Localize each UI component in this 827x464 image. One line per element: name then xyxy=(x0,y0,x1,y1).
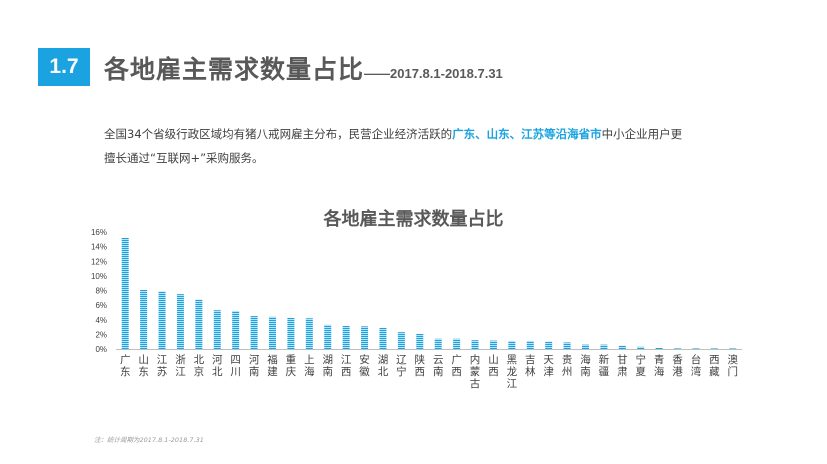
bar xyxy=(324,324,332,349)
section-number: 1.7 xyxy=(49,55,79,78)
x-tick-label: 四川 xyxy=(230,354,241,378)
bar xyxy=(692,348,700,349)
bar xyxy=(582,344,589,349)
bar xyxy=(637,346,645,349)
bar xyxy=(729,348,737,349)
chart-title: 各地雇主需求数量占比 xyxy=(323,209,504,230)
x-tick-label: 辽宁 xyxy=(396,354,407,378)
bar xyxy=(618,345,626,349)
x-tick-label: 河北 xyxy=(212,354,223,378)
x-tick-label: 湖南 xyxy=(322,354,333,378)
x-tick-label: 黑龙江 xyxy=(507,354,518,390)
bar xyxy=(121,237,129,349)
bar xyxy=(305,318,313,349)
x-tick-label: 山东 xyxy=(138,354,149,378)
x-tick-label: 澳门 xyxy=(728,353,739,378)
x-tick-label: 浙江 xyxy=(175,354,186,378)
x-tick-label: 广西 xyxy=(451,354,462,378)
bar xyxy=(563,342,571,349)
x-tick-label: 山西 xyxy=(488,354,499,378)
x-tick-label: 河南 xyxy=(249,354,260,378)
bar xyxy=(250,316,258,349)
bar xyxy=(508,340,516,349)
x-tick-label: 台湾 xyxy=(691,353,702,378)
y-tick-label: 12% xyxy=(91,257,107,266)
bar xyxy=(545,341,553,349)
description-highlight: 广东、山东、江苏等沿海省市 xyxy=(452,127,602,141)
x-tick-label: 甘肃 xyxy=(617,353,628,378)
y-tick-label: 0% xyxy=(95,345,107,354)
x-tick-label: 西藏 xyxy=(709,354,720,378)
bar xyxy=(471,340,479,349)
x-tick-label: 内蒙古 xyxy=(470,353,481,390)
x-tick-label: 江西 xyxy=(341,354,352,378)
bar xyxy=(361,326,369,349)
page-title: 各地雇主需求数量占比 xyxy=(104,55,365,84)
x-tick-label: 香港 xyxy=(672,354,683,378)
x-tick-label: 海南 xyxy=(580,353,591,378)
bar xyxy=(674,348,682,349)
y-tick-label: 14% xyxy=(91,243,107,252)
page-subtitle: ——2017.8.1-2018.7.31 xyxy=(364,66,503,81)
x-tick-labels: 广东山东江苏浙江北京河北四川河南福建重庆上海湖南江西安徽湖北辽宁陕西云南广西内蒙… xyxy=(120,353,739,390)
x-tick-label: 江苏 xyxy=(157,354,168,378)
bar xyxy=(342,325,350,349)
x-tick-label: 广东 xyxy=(120,354,131,378)
x-tick-label: 北京 xyxy=(194,354,205,378)
bar xyxy=(140,289,148,349)
bar xyxy=(710,348,718,349)
source-note: 注：统计周期为2017.8.1-2018.7.31 xyxy=(94,436,204,444)
y-tick-label: 4% xyxy=(95,316,107,325)
y-axis: 0% 2% 4% 6% 8% 10% 12% 14% 16% xyxy=(91,228,107,354)
bar xyxy=(397,332,405,349)
x-tick-label: 安徽 xyxy=(359,353,370,378)
bar xyxy=(434,338,442,349)
x-tick-label: 上海 xyxy=(304,354,315,378)
bar xyxy=(232,310,240,349)
page-title-group: 各地雇主需求数量占比——2017.8.1-2018.7.31 xyxy=(104,50,503,86)
bar xyxy=(158,291,166,349)
x-tick-label: 青海 xyxy=(654,353,665,378)
x-tick-label: 贵州 xyxy=(562,353,573,378)
y-tick-label: 8% xyxy=(95,287,107,296)
description-text-after: 中小企业用户更擅长通过“互联网+”采购服务。 xyxy=(104,127,683,165)
x-tick-label: 云南 xyxy=(433,354,444,378)
x-tick-label: 湖北 xyxy=(378,354,389,378)
bar xyxy=(213,310,221,349)
x-tick-label: 重庆 xyxy=(286,353,297,378)
y-tick-label: 16% xyxy=(91,228,107,237)
bar xyxy=(526,340,534,349)
x-tick-label: 宁夏 xyxy=(635,353,646,378)
bar xyxy=(489,340,497,349)
bar xyxy=(195,299,203,349)
bar xyxy=(453,338,461,349)
section-number-badge: 1.7 xyxy=(38,48,90,86)
y-tick-label: 2% xyxy=(95,330,107,339)
bar xyxy=(379,327,387,349)
bar xyxy=(176,294,184,349)
bar xyxy=(655,347,663,349)
x-tick-label: 福建 xyxy=(267,353,278,378)
description: 全国34个省级行政区域均有猪八戒网雇主分布，民营企业经济活跃的广东、山东、江苏等… xyxy=(104,122,684,170)
y-tick-label: 6% xyxy=(95,301,107,310)
bar xyxy=(416,333,424,349)
bar xyxy=(287,317,295,349)
bar xyxy=(600,344,608,349)
bars xyxy=(121,237,737,349)
x-tick-label: 新疆 xyxy=(599,353,610,378)
bar xyxy=(269,316,276,349)
x-tick-label: 吉林 xyxy=(525,354,536,378)
description-text-before: 全国34个省级行政区域均有猪八戒网雇主分布，民营企业经济活跃的 xyxy=(104,127,453,141)
y-tick-label: 10% xyxy=(91,272,107,281)
x-tick-label: 陕西 xyxy=(415,353,426,378)
x-tick-label: 天津 xyxy=(543,354,554,378)
